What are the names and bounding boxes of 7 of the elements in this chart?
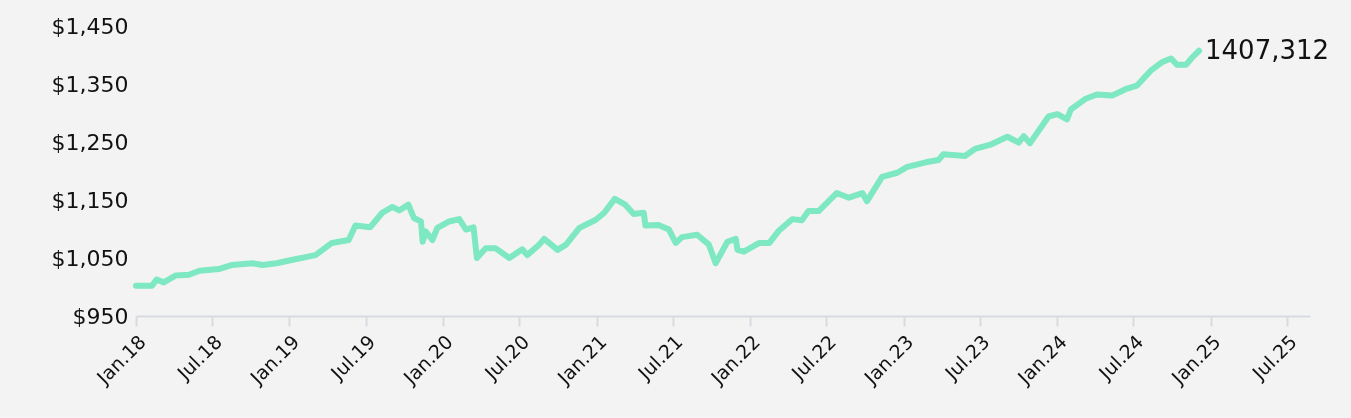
y-tick-label: $1,250 (51, 129, 129, 155)
y-tick-label: $1,350 (51, 71, 129, 97)
y-tick-label: $1,050 (51, 245, 129, 271)
y-tick-label: $1,150 (51, 187, 129, 213)
data-label: 1407,312 (1205, 34, 1330, 65)
y-tick-label: $1,450 (51, 13, 129, 39)
y-tick-label: $950 (72, 303, 129, 329)
